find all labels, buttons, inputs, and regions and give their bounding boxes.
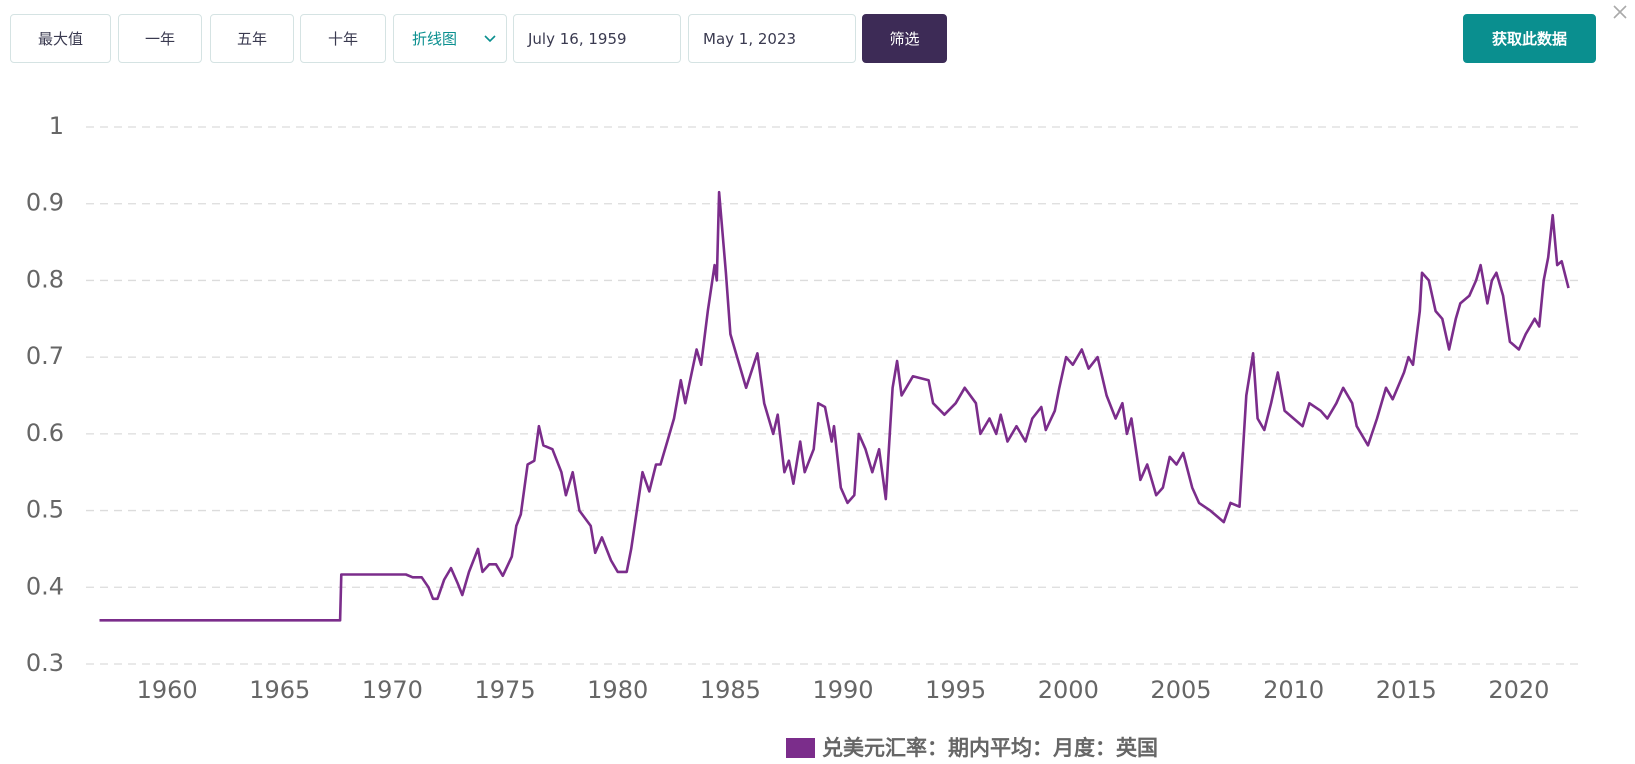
x-tick-label: 2020 [1488, 676, 1549, 704]
end-date[interactable]: May 1, 2023 [688, 14, 856, 63]
x-tick-label: 2010 [1263, 676, 1324, 704]
filter-button[interactable]: 筛选 [862, 14, 947, 63]
x-tick-label: 2005 [1150, 676, 1211, 704]
chart-type-select[interactable]: 折线图 [393, 14, 507, 63]
range-button[interactable]: 一年 [118, 14, 202, 63]
series-line [99, 190, 1570, 622]
x-tick-label: 2000 [1038, 676, 1099, 704]
x-tick-label: 1970 [362, 676, 423, 704]
x-tick-label: 1975 [475, 676, 536, 704]
x-tick-label: 1985 [700, 676, 761, 704]
y-tick-label: 0.7 [26, 342, 64, 370]
y-tick-label: 0.5 [26, 496, 64, 524]
x-tick-label: 1965 [249, 676, 310, 704]
y-tick-label: 0.9 [26, 189, 64, 217]
y-tick-label: 0.4 [26, 572, 64, 600]
y-tick-label: 1 [49, 112, 64, 140]
close-icon [1613, 5, 1627, 19]
x-tick-label: 1990 [812, 676, 873, 704]
range-button[interactable]: 最大值 [10, 14, 111, 63]
legend-swatch [786, 738, 815, 758]
chart-type: 折线图 [412, 30, 458, 48]
x-tick-label: 2015 [1376, 676, 1437, 704]
x-tick-label: 1960 [137, 676, 198, 704]
y-tick-label: 0.3 [26, 649, 64, 677]
x-tick-label: 1980 [587, 676, 648, 704]
range-button[interactable]: 五年 [210, 14, 294, 63]
x-tick-label: 1995 [925, 676, 986, 704]
download-button[interactable]: 获取此数据 [1463, 14, 1596, 63]
y-tick-label: 0.8 [26, 265, 64, 293]
legend-label: 兑美元汇率：期内平均：月度：英国 [822, 736, 1158, 760]
chevron [484, 34, 496, 42]
range-button[interactable]: 十年 [300, 14, 386, 63]
start-date[interactable]: July 16, 1959 [513, 14, 681, 63]
y-tick-label: 0.6 [26, 419, 64, 447]
